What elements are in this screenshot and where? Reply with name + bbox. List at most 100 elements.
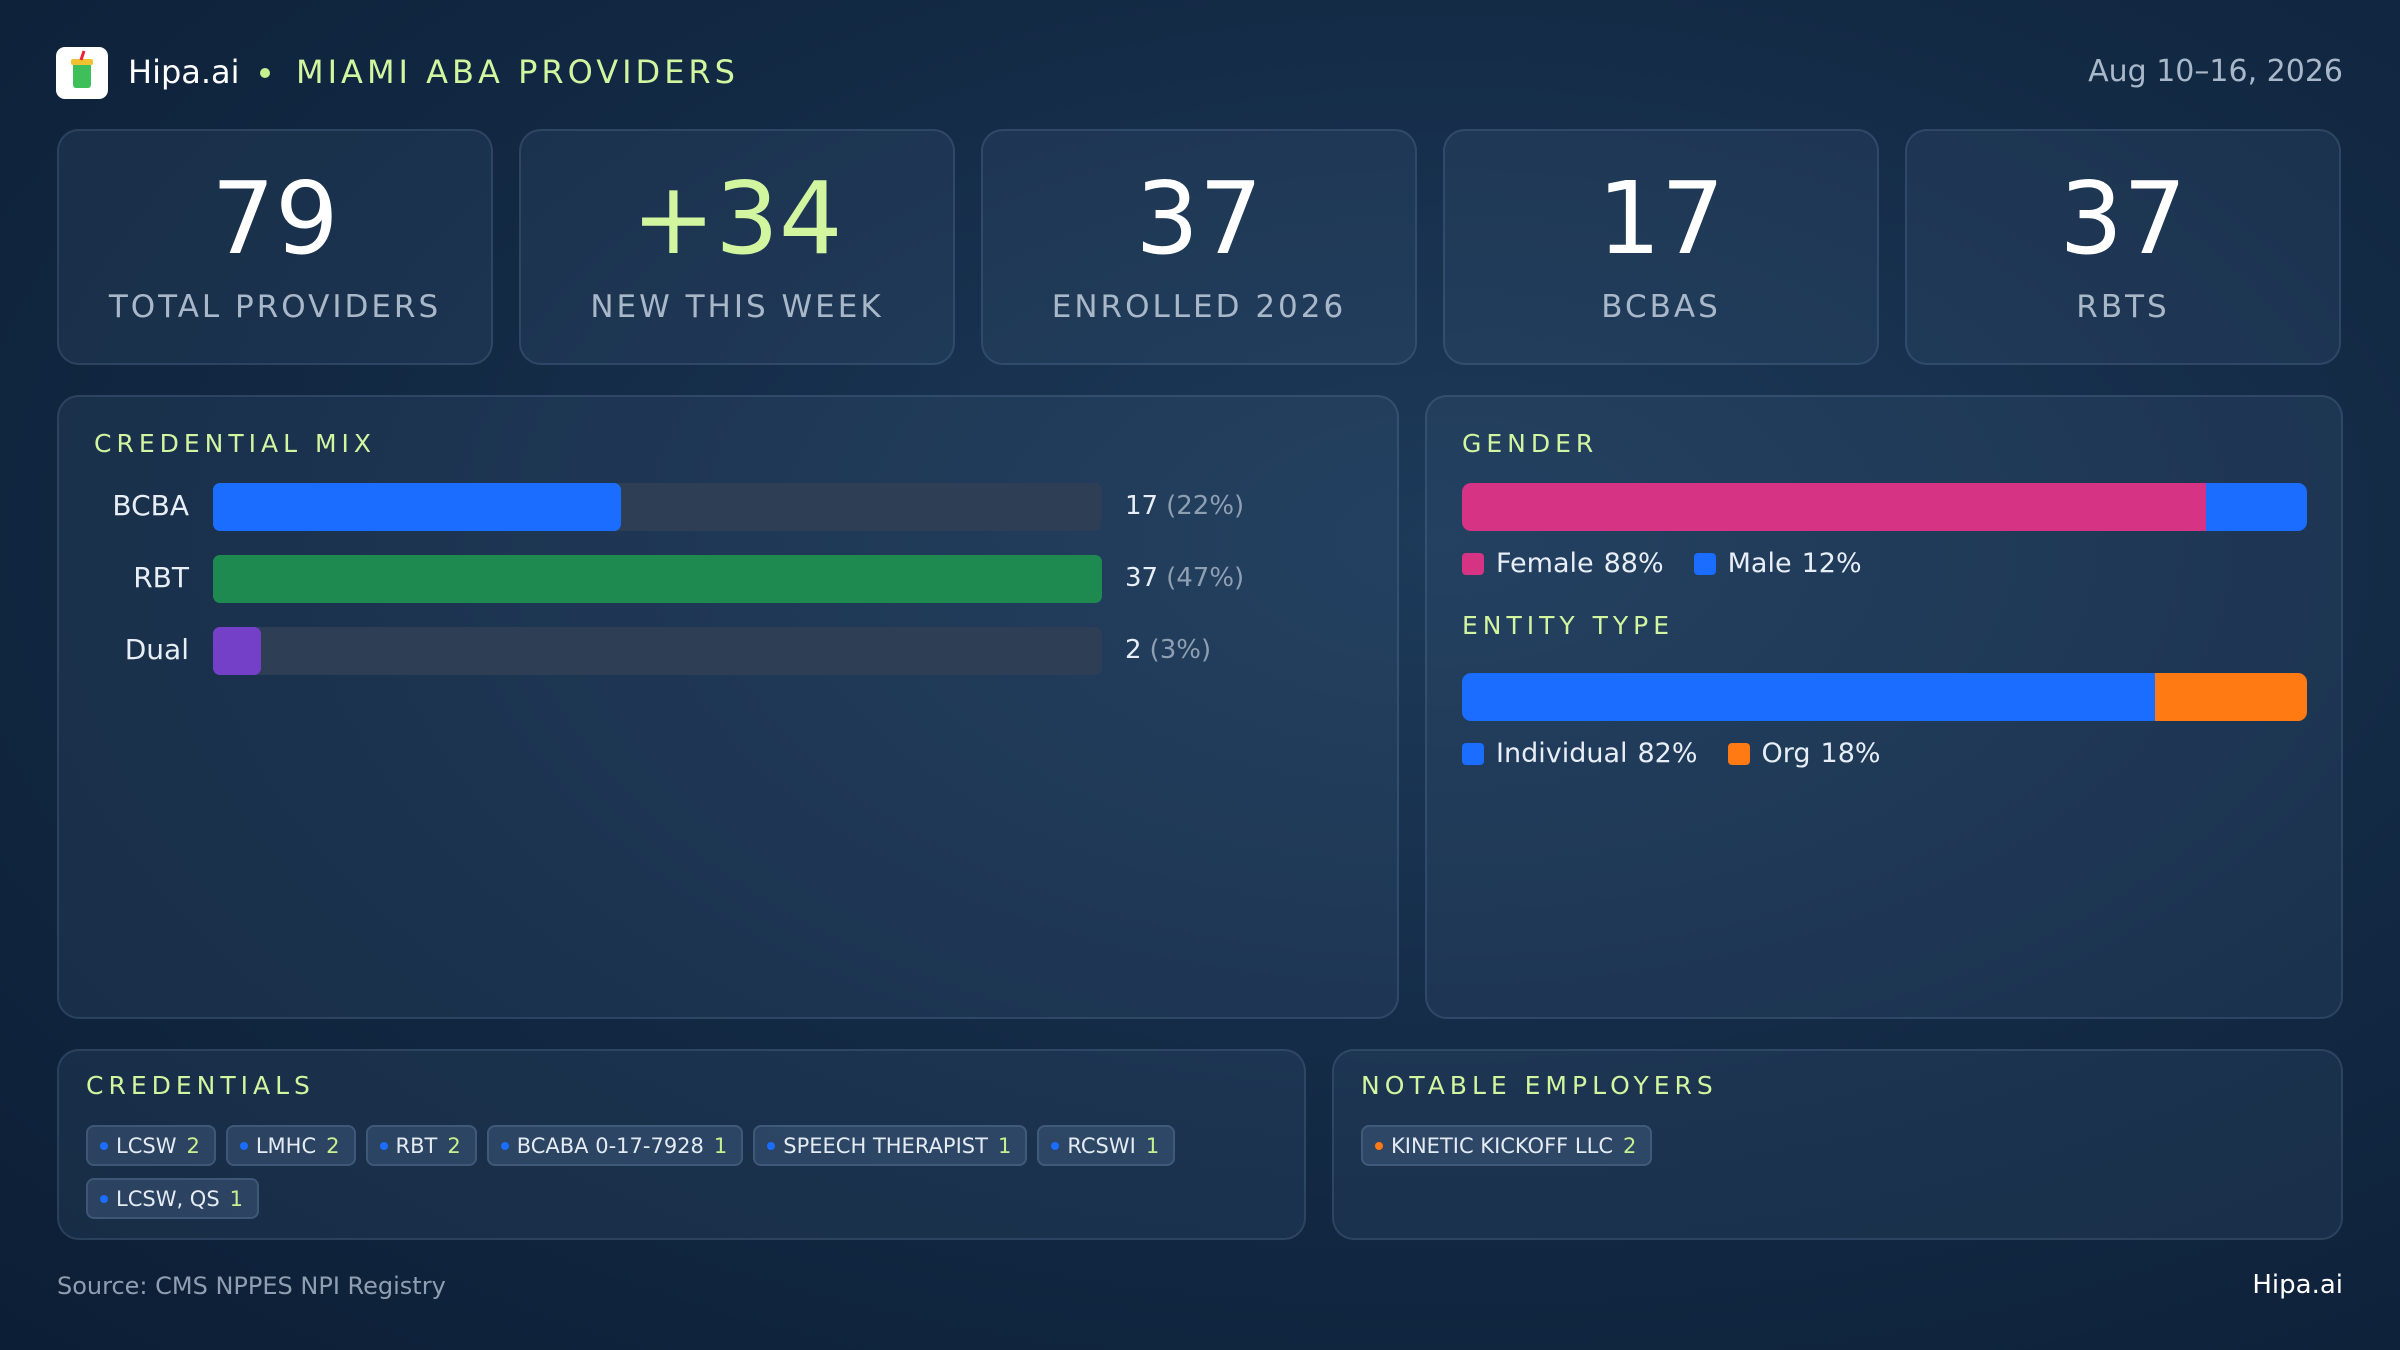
tag-name: BCABA 0-17-7928	[516, 1133, 704, 1158]
panel-title: GENDER	[1462, 429, 1599, 458]
tag-list: LCSW 2 LMHC 2 RBT 2 BCABA 0-17-7928 1 SPEECH THE…	[86, 1125, 1266, 1219]
bar	[213, 627, 262, 675]
share-label: (3%)	[1149, 635, 1212, 665]
tag-dot	[1375, 1141, 1383, 1150]
tag-count: 1	[713, 1133, 728, 1158]
stacked-bar	[1462, 673, 2307, 721]
tag-dot	[767, 1141, 776, 1150]
tag-count: 2	[186, 1133, 200, 1158]
bar	[213, 555, 1102, 603]
tag-dot	[1051, 1141, 1060, 1150]
footer-brand: Hipa.ai	[2252, 1270, 2343, 1300]
tag-count: 2	[1622, 1133, 1637, 1158]
panel-title: CREDENTIAL MIX	[94, 429, 377, 458]
tag-list: KINETIC KICKOFF LLC 2	[1361, 1125, 2311, 1166]
tag: SPEECH THERAPIST 1	[753, 1125, 1028, 1166]
kpi-card: +34 NEW THIS WEEK	[519, 129, 955, 365]
legend-name: Org	[1761, 738, 1811, 769]
legend-swatch	[1693, 552, 1716, 575]
source-note: Source: CMS NPPES NPI Registry	[57, 1272, 446, 1300]
logo	[56, 47, 108, 99]
legend: Female 88% Male 12%	[1462, 548, 1862, 579]
tag: LCSW, QS 1	[86, 1178, 260, 1219]
tag-count: 1	[997, 1133, 1012, 1158]
kpi-card: 79 TOTAL PROVIDERS	[57, 129, 493, 365]
share-label: (47%)	[1166, 563, 1245, 593]
tag-dot	[100, 1141, 108, 1150]
kpi-card: 37 ENROLLED 2026	[981, 129, 1417, 365]
kpi-value: 79	[211, 160, 339, 277]
tag: KINETIC KICKOFF LLC 2	[1361, 1125, 1653, 1166]
legend-swatch	[1462, 552, 1484, 575]
legend-name: Male	[1727, 548, 1792, 579]
legend-swatch	[1462, 742, 1484, 765]
credentials-panel: CREDENTIALS LCSW 2 LMHC 2 RBT 2 BCABA 0-17-792…	[57, 1049, 1306, 1240]
legend-name: Individual	[1496, 738, 1628, 769]
bar-track	[213, 627, 1102, 675]
value-label: 37	[1125, 563, 1159, 593]
kpi-label: ENROLLED 2026	[1051, 289, 1347, 325]
legend-value: 88%	[1603, 548, 1664, 579]
tag-name: RBT	[395, 1133, 438, 1158]
tag-name: LMHC	[255, 1133, 317, 1158]
legend-name: Female	[1496, 548, 1594, 579]
bar	[213, 483, 622, 531]
tag-dot	[100, 1194, 108, 1203]
legend-swatch	[1727, 742, 1750, 765]
brand: Hipa.ai	[128, 53, 240, 91]
tag-name: KINETIC KICKOFF LLC	[1391, 1133, 1613, 1158]
bar-label: BCBA	[112, 489, 189, 522]
bar-segment	[2205, 483, 2307, 531]
kpi-label: TOTAL PROVIDERS	[108, 289, 442, 325]
tag-name: LCSW, QS	[116, 1186, 220, 1211]
kpi-label: NEW THIS WEEK	[590, 289, 884, 325]
stacked-bar	[1462, 483, 2307, 531]
tag-count: 2	[447, 1133, 461, 1158]
legend-item: Individual 82%	[1462, 738, 1698, 769]
kpi-label: RBTS	[2076, 289, 2170, 325]
legend-value: 82%	[1637, 738, 1698, 769]
tag: LCSW 2	[86, 1125, 216, 1166]
date-range: Aug 10–16, 2026	[2088, 54, 2343, 89]
tag-name: RCSWI	[1067, 1133, 1136, 1158]
kpi-label: BCBAS	[1601, 289, 1721, 325]
credential-mix-panel: CREDENTIAL MIX BCBA 17 (22%) RBT 37 (47%) Dual…	[57, 395, 1399, 1019]
demographics-panel: GENDER ENTITY TYPE Female 88% Male 12% Indiv…	[1425, 395, 2343, 1019]
value-label: 2	[1125, 635, 1142, 665]
panel-title: ENTITY TYPE	[1462, 611, 1675, 640]
bar-segment	[2154, 673, 2307, 721]
bar-value: 37 (47%)	[1125, 563, 1244, 593]
tag-count: 2	[326, 1133, 340, 1158]
kpi-card: 17 BCBAS	[1443, 129, 1879, 365]
legend-value: 18%	[1820, 738, 1881, 769]
tag: BCABA 0-17-7928 1	[486, 1125, 744, 1166]
legend-value: 12%	[1801, 548, 1862, 579]
tag: LMHC 2	[225, 1125, 356, 1166]
bar-track	[213, 483, 1102, 531]
tag-name: SPEECH THERAPIST	[783, 1133, 988, 1158]
employers-panel: NOTABLE EMPLOYERS KINETIC KICKOFF LLC 2	[1332, 1049, 2343, 1240]
kpi-card: 37 RBTS	[1905, 129, 2341, 365]
legend-item: Male 12%	[1693, 548, 1862, 579]
tag-count: 1	[1145, 1133, 1160, 1158]
bar-label: RBT	[133, 561, 189, 594]
tag: RBT 2	[365, 1125, 477, 1166]
kpi-value: 37	[1135, 160, 1263, 277]
share-label: (22%)	[1166, 491, 1245, 521]
panel-title: NOTABLE EMPLOYERS	[1361, 1071, 1718, 1100]
bar-segment	[1462, 483, 2206, 531]
tag: RCSWI 1	[1037, 1125, 1176, 1166]
value-label: 17	[1125, 491, 1159, 521]
legend-item: Female 88%	[1462, 548, 1664, 579]
kpi-value: +34	[631, 160, 843, 277]
tag-dot	[239, 1141, 248, 1150]
panel-title: CREDENTIALS	[86, 1071, 315, 1100]
kpi-value: 37	[2059, 160, 2187, 277]
tag-count: 1	[229, 1186, 244, 1211]
bar-track	[213, 555, 1102, 603]
bar-value: 2 (3%)	[1125, 635, 1211, 665]
separator	[260, 68, 270, 78]
tag-name: LCSW	[116, 1133, 177, 1158]
legend: Individual 82% Org 18%	[1462, 738, 1881, 769]
